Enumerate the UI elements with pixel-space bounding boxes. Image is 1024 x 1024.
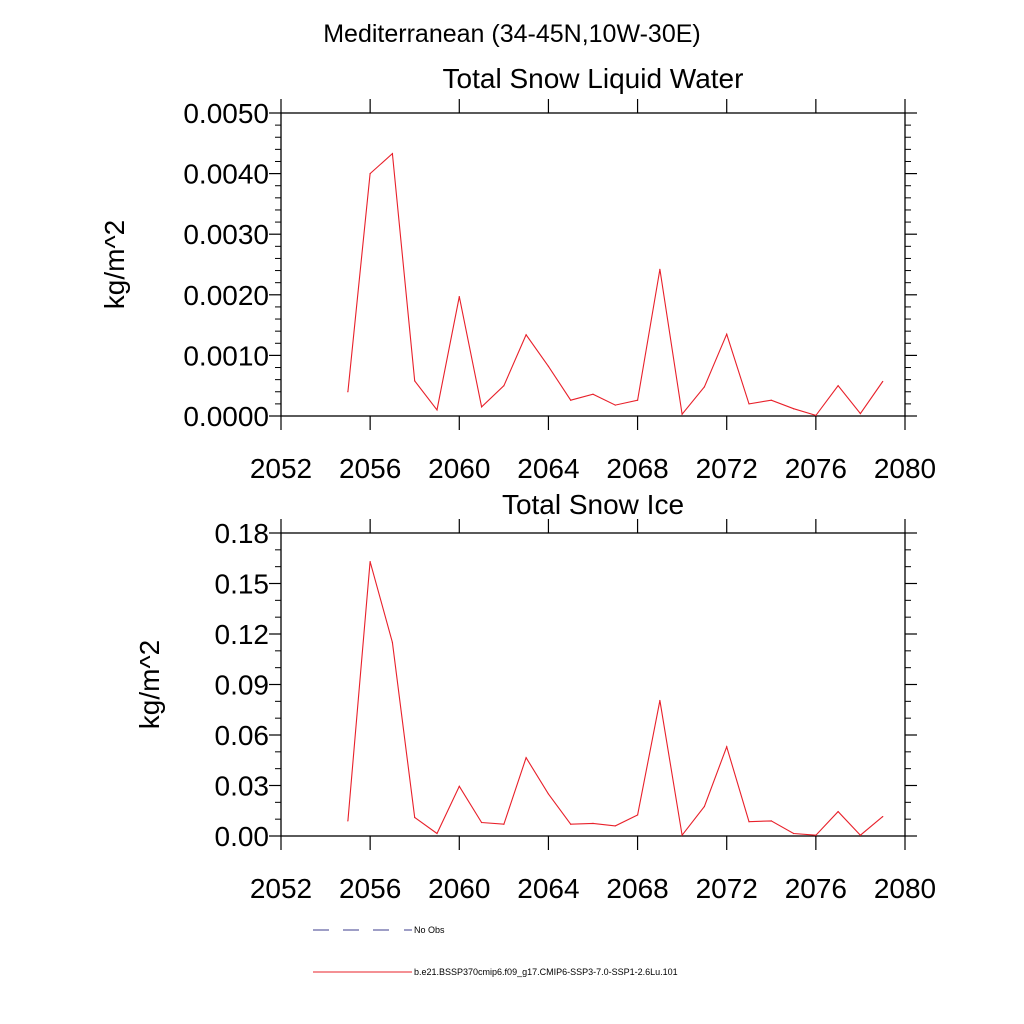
data-point (547, 793, 550, 795)
data-point (570, 399, 572, 401)
data-point (458, 785, 460, 787)
data-point (770, 820, 772, 822)
data-point (369, 561, 371, 563)
y-tick-label: 0.15 (215, 569, 270, 600)
x-tick-label: 2056 (339, 873, 401, 904)
y-tick-label: 0.0050 (183, 98, 269, 129)
data-point (391, 641, 394, 644)
figure-title: Mediterranean (34-45N,10W-30E) (323, 20, 701, 48)
x-tick-label: 2064 (517, 873, 579, 904)
legend: No Obs b.e21.BSSP370cmip6.f09_g17.CMIP6-… (313, 925, 678, 977)
data-point (859, 412, 862, 415)
data-point (837, 810, 839, 813)
panel-title: Total Snow Ice (502, 489, 684, 520)
y-tick-label: 0.0040 (183, 159, 269, 190)
x-tick-label: 2072 (696, 453, 758, 484)
x-tick-label: 2056 (339, 453, 401, 484)
data-point (636, 399, 639, 401)
data-point (525, 757, 527, 759)
data-point (547, 365, 550, 367)
data-point (859, 834, 862, 836)
y-tick-label: 0.03 (215, 771, 270, 802)
x-tick-label: 2068 (606, 873, 668, 904)
data-point (659, 699, 661, 702)
y-tick-label: 0.06 (215, 720, 270, 751)
data-point (347, 391, 349, 393)
legend-label-model: b.e21.BSSP370cmip6.f09_g17.CMIP6-SSP3-7.… (414, 967, 678, 977)
chart-panel-snow-ice: Total Snow Ice 0.00 0.03 0.06 0.09 0.12 0.15 0.… (134, 489, 936, 904)
y-tick-label: 0.0000 (183, 401, 269, 432)
x-tick-label: 2052 (250, 453, 312, 484)
data-point (592, 822, 594, 824)
data-point (436, 832, 438, 835)
y-tick-label: 0.09 (215, 670, 270, 701)
series-line (347, 561, 884, 837)
x-tick-label: 2064 (517, 453, 579, 484)
data-point (614, 404, 616, 406)
data-point (792, 408, 795, 410)
data-point (614, 825, 616, 827)
data-point (815, 414, 817, 416)
y-tick-label: 0.0030 (183, 219, 269, 250)
data-point (748, 403, 750, 405)
data-point (458, 296, 460, 298)
y-tick-label: 0.00 (215, 821, 270, 852)
x-tick-label: 2072 (696, 873, 758, 904)
data-point (570, 823, 572, 825)
data-point (837, 385, 839, 387)
data-point (347, 820, 349, 822)
data-point (681, 834, 683, 836)
data-point (369, 173, 371, 175)
data-point (436, 409, 438, 411)
data-point (503, 823, 505, 825)
data-point (681, 413, 683, 415)
data-point (525, 334, 527, 336)
y-tick-label: 0.18 (215, 518, 270, 549)
x-tick-label: 2076 (785, 873, 847, 904)
x-tick-label: 2068 (606, 453, 668, 484)
data-point (503, 385, 505, 387)
data-point (882, 380, 884, 383)
data-point (726, 746, 728, 748)
data-point (636, 814, 639, 816)
y-tick-label: 0.0020 (183, 280, 269, 311)
x-tick-label: 2080 (874, 453, 936, 484)
data-point (480, 406, 483, 408)
plot-frame (280, 112, 906, 417)
data-point (882, 816, 884, 818)
x-tick-label: 2076 (785, 453, 847, 484)
data-point (703, 386, 706, 388)
y-axis-label: kg/m^2 (99, 220, 130, 309)
x-tick-label: 2080 (874, 873, 936, 904)
data-point (815, 834, 817, 836)
data-point (414, 816, 416, 819)
data-point (792, 832, 795, 835)
x-tick-label: 2052 (250, 873, 312, 904)
y-tick-label: 0.12 (215, 619, 270, 650)
chart-panel-snow-liquid-water: Total Snow Liquid Water 0.0000 0.0010 0.002… (99, 63, 936, 484)
data-point (703, 805, 706, 808)
data-point (770, 399, 772, 401)
data-point (726, 333, 728, 335)
data-point (391, 153, 394, 155)
data-point (414, 380, 416, 382)
data-point (659, 268, 661, 270)
panel-title: Total Snow Liquid Water (443, 63, 744, 94)
series-line (347, 152, 884, 417)
x-tick-label: 2060 (428, 453, 490, 484)
x-tick-label: 2060 (428, 873, 490, 904)
y-tick-label: 0.0010 (183, 340, 269, 371)
data-point (592, 393, 594, 395)
data-point (480, 821, 483, 824)
legend-label-no-obs: No Obs (414, 925, 445, 935)
data-point (748, 821, 750, 823)
y-axis-label: kg/m^2 (134, 640, 165, 729)
